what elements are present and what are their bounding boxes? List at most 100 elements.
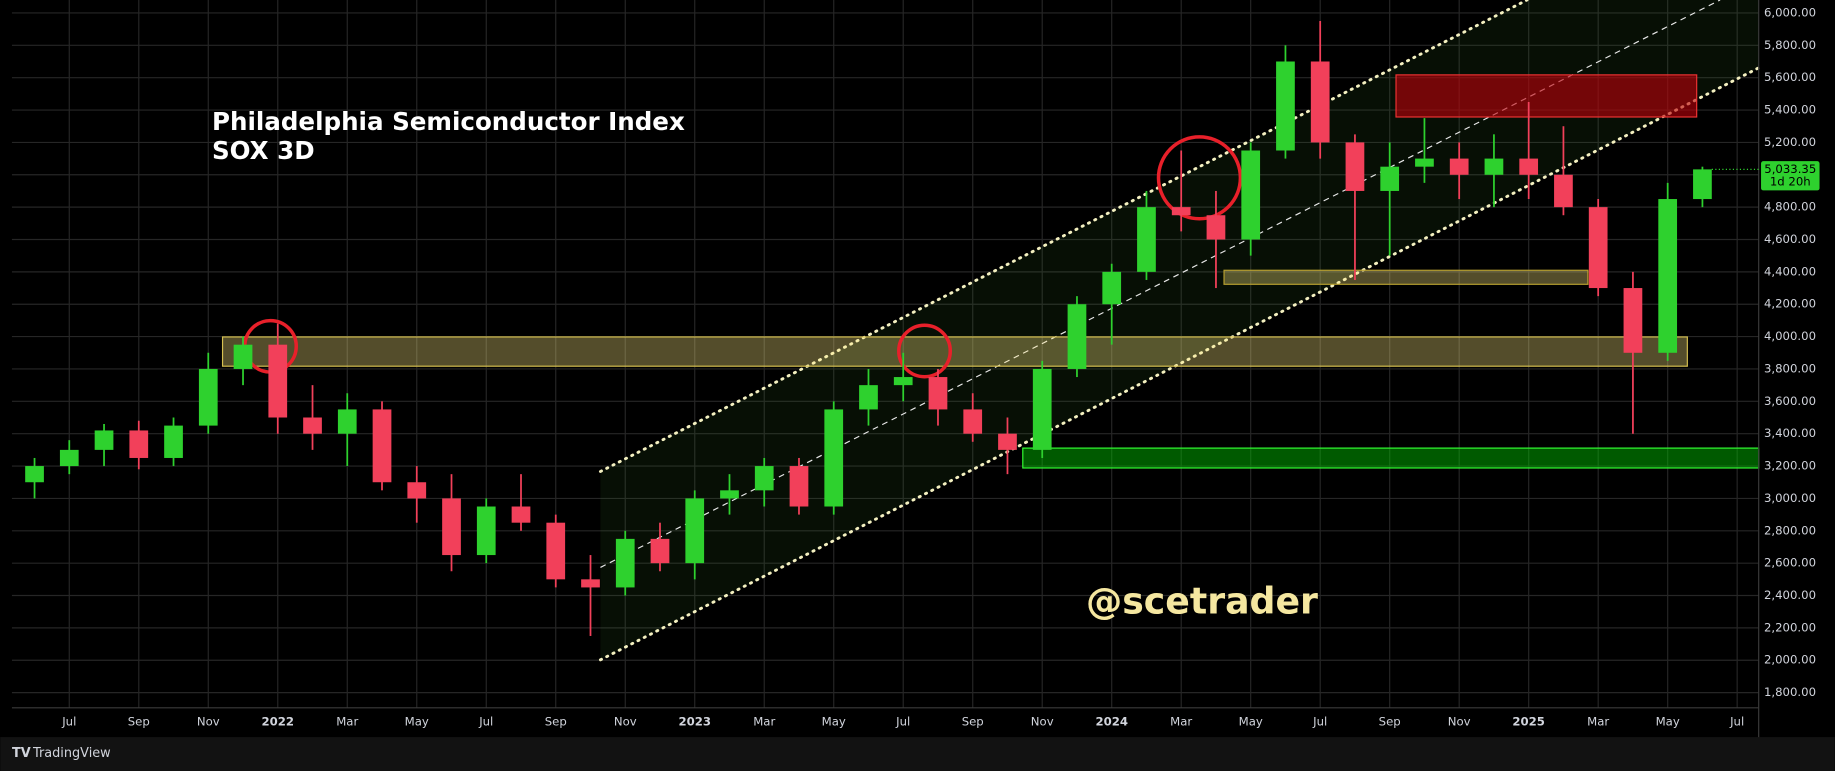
- x-tick-label: Mar: [1587, 714, 1609, 728]
- candle-body: [1519, 158, 1539, 175]
- supply-zone: [1395, 74, 1698, 118]
- candle-body: [720, 490, 739, 499]
- x-tick-label: Nov: [197, 714, 220, 728]
- candle-body: [303, 417, 322, 434]
- x-tick-label: Jul: [61, 714, 76, 728]
- candle-body: [1171, 207, 1191, 216]
- candle-body: [1032, 368, 1052, 450]
- footer-bar: [0, 737, 1835, 771]
- candle-body: [164, 425, 183, 458]
- chart-title: Philadelphia Semiconductor Index: [212, 107, 685, 136]
- x-tick-label: Sep: [962, 714, 984, 728]
- candle-body: [1206, 215, 1226, 240]
- y-tick-label: 4,800.00: [1764, 200, 1816, 214]
- y-tick-label: 2,600.00: [1764, 556, 1816, 570]
- x-tick-label: Sep: [1379, 714, 1401, 728]
- candle-body: [1484, 158, 1504, 175]
- x-tick-label: 2025: [1512, 714, 1545, 728]
- x-tick-label: Nov: [1031, 714, 1054, 728]
- candle-body: [1554, 174, 1573, 208]
- x-tick-label: Mar: [753, 714, 775, 728]
- x-tick-label: Sep: [128, 714, 150, 728]
- x-tick-label: Mar: [336, 714, 358, 728]
- candle-body: [1276, 61, 1295, 151]
- brand: TradingView: [32, 746, 111, 761]
- x-tick-label: May: [1239, 714, 1263, 728]
- candle-body: [1588, 207, 1608, 289]
- x-tick-label: 2022: [262, 714, 295, 728]
- y-tick-label: 4,200.00: [1764, 297, 1816, 311]
- resistance-zone: [221, 336, 1688, 367]
- candle-body: [1693, 169, 1712, 200]
- candle-body: [1380, 166, 1400, 191]
- candle-body: [337, 409, 357, 434]
- candle-body: [615, 538, 635, 588]
- candle-body: [859, 385, 878, 410]
- candle-body: [94, 430, 114, 450]
- axes: 1,800.00 2,000.00 2,200.00 2,400.00 2,600.00…: [61, 5, 1820, 728]
- candle-body: [198, 368, 218, 426]
- x-tick-label: Jul: [478, 714, 493, 728]
- watermark: @scetrader: [1086, 580, 1318, 623]
- support-zone: [1223, 269, 1589, 285]
- y-tick-label: 4,000.00: [1764, 329, 1816, 343]
- x-tick-label: May: [822, 714, 846, 728]
- candle-body: [511, 506, 531, 523]
- last-price-label: 5,033.35: [1764, 162, 1816, 176]
- y-tick-label: 5,800.00: [1764, 38, 1816, 52]
- candles: [25, 21, 1712, 636]
- candle-body: [789, 466, 809, 507]
- candle-body: [998, 433, 1017, 450]
- candle-body: [59, 449, 79, 467]
- candle-body: [581, 579, 600, 588]
- y-tick-label: 3,200.00: [1764, 459, 1816, 473]
- channel-lower: [598, 66, 1761, 662]
- x-tick-label: Nov: [1448, 714, 1471, 728]
- countdown: 1d 20h: [1770, 175, 1811, 189]
- y-tick-label: 5,400.00: [1764, 103, 1816, 117]
- candle-body: [893, 377, 913, 386]
- candle-body: [1310, 61, 1330, 143]
- y-tick-label: 2,200.00: [1764, 620, 1816, 634]
- candle-body: [1415, 158, 1434, 167]
- candle-body: [1067, 304, 1087, 369]
- brand-logo: TV: [12, 746, 31, 761]
- y-tick-label: 3,800.00: [1764, 361, 1816, 375]
- candle-body: [129, 430, 149, 458]
- x-tick-label: Jul: [1729, 714, 1744, 728]
- candle-body: [372, 409, 392, 483]
- y-tick-label: 5,200.00: [1764, 135, 1816, 149]
- y-tick-label: 4,600.00: [1764, 232, 1816, 246]
- candle-body: [1623, 288, 1643, 353]
- y-tick-label: 1,800.00: [1764, 685, 1816, 699]
- candle-body: [1658, 199, 1678, 353]
- candle-body: [685, 498, 705, 564]
- chart-subtitle: SOX 3D: [212, 136, 315, 165]
- y-tick-label: 6,000.00: [1764, 5, 1816, 19]
- candle-body: [25, 466, 44, 483]
- demand-zone: [1022, 447, 1760, 469]
- y-tick-label: 4,400.00: [1764, 264, 1816, 278]
- candle-body: [1137, 207, 1156, 272]
- x-tick-label: Sep: [545, 714, 567, 728]
- candle-body: [1241, 150, 1261, 240]
- last-price-box: [1761, 161, 1820, 191]
- candle-body: [824, 409, 844, 507]
- y-tick-label: 2,800.00: [1764, 523, 1816, 537]
- candle-body: [407, 482, 427, 499]
- channel-fill: [600, 0, 1759, 660]
- candle-body: [476, 506, 496, 556]
- x-tick-label: Mar: [1170, 714, 1192, 728]
- candle-body: [754, 466, 774, 491]
- candle-body: [442, 498, 461, 556]
- y-tick-label: 3,400.00: [1764, 426, 1816, 440]
- candle-body: [1449, 158, 1469, 175]
- x-tick-label: 2024: [1095, 714, 1128, 728]
- y-tick-label: 3,600.00: [1764, 394, 1816, 408]
- candle-body: [1102, 271, 1122, 305]
- candle-body: [1345, 142, 1365, 191]
- y-tick-label: 5,600.00: [1764, 70, 1816, 84]
- x-tick-label: May: [405, 714, 429, 728]
- candle-body: [963, 409, 983, 434]
